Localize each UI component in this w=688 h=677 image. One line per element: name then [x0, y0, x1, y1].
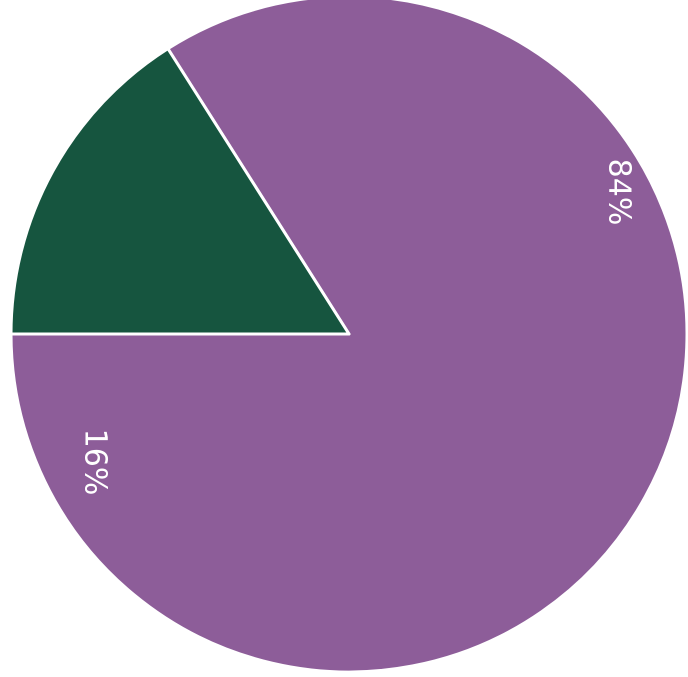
pie-slices — [9, 0, 688, 674]
slice-label-16: 16% — [78, 429, 113, 496]
slice-label-84: 84% — [602, 159, 637, 226]
pie-slice-labels: 84% 16% — [78, 159, 637, 496]
pie-slice-84 — [9, 0, 688, 674]
pie-slice-16 — [9, 47, 351, 336]
